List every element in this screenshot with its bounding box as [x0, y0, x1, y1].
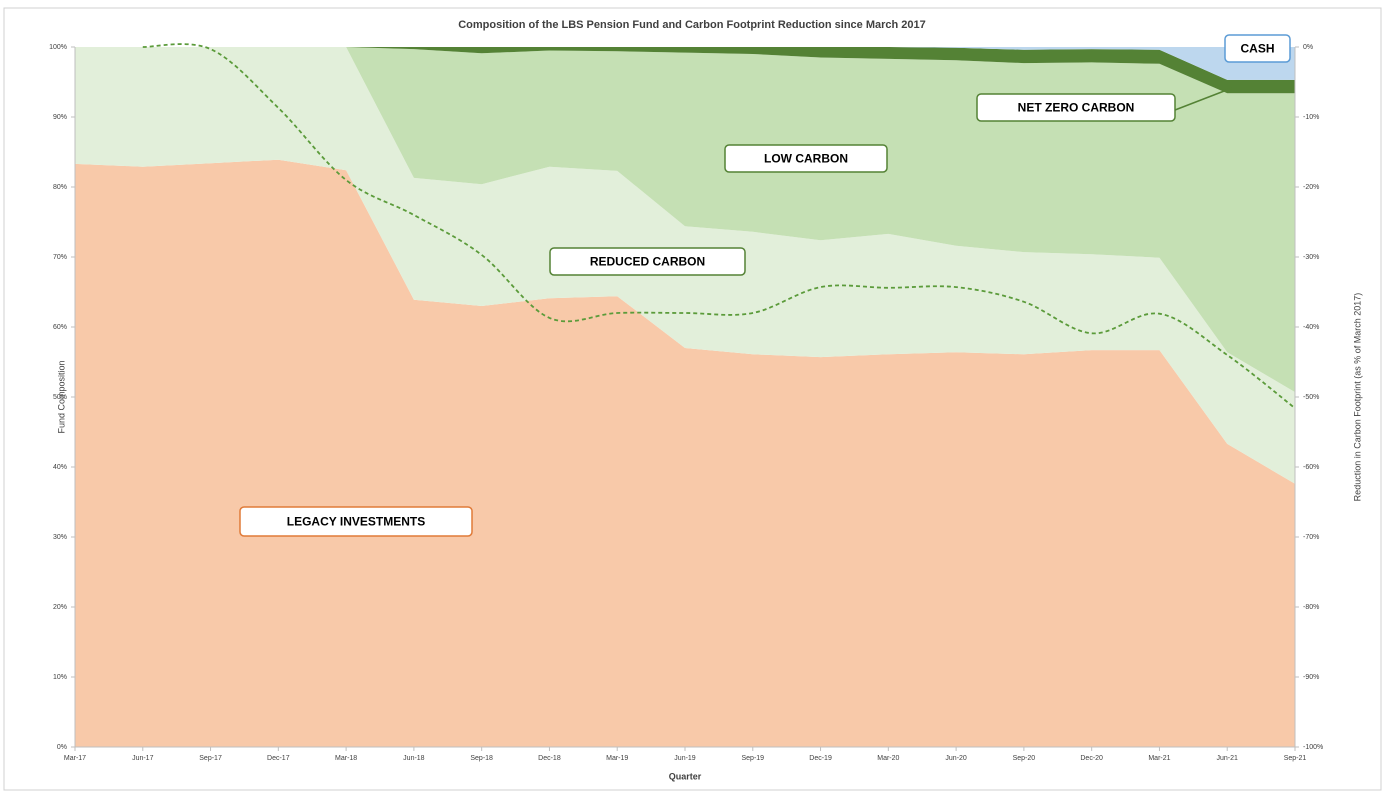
area-label: CASH: [1240, 42, 1274, 56]
label-box: [1224, 34, 1291, 63]
y2-tick-label: -90%: [1303, 674, 1319, 681]
y2-tick-label: -80%: [1303, 604, 1319, 611]
y-tick-label: 10%: [53, 674, 67, 681]
y-tick-label: 20%: [53, 604, 67, 611]
label-box: [239, 506, 473, 537]
y-tick-label: 50%: [53, 394, 67, 401]
x-tick-label: Jun-21: [1217, 755, 1239, 762]
y-tick-label: 0%: [57, 744, 67, 751]
label-box: [724, 144, 888, 173]
x-tick-label: Sep-19: [741, 755, 764, 762]
y2-tick-label: -40%: [1303, 324, 1319, 331]
x-tick-label: Sep-20: [1013, 755, 1036, 762]
connector: [1174, 87, 1233, 111]
y2-tick-label: -10%: [1303, 114, 1319, 121]
x-tick-label: Mar-17: [64, 755, 86, 762]
x-tick-label: Dec-19: [809, 755, 832, 762]
x-tick-label: Jun-19: [674, 755, 696, 762]
label-box: [549, 247, 746, 276]
y2-tick-label: -30%: [1303, 254, 1319, 261]
x-tick-label: Sep-18: [470, 755, 493, 762]
y2-tick-label: -50%: [1303, 394, 1319, 401]
y-axis-title: Fund Composition: [56, 360, 66, 433]
x-tick-label: Sep-17: [199, 755, 222, 762]
y-tick-label: 80%: [53, 184, 67, 191]
y-tick-label: 70%: [53, 254, 67, 261]
area-labels: LEGACY INVESTMENTS REDUCED CARBON LOW CARB…: [239, 34, 1291, 537]
x-tick-label: Jun-17: [132, 755, 154, 762]
x-tick-label: Jun-20: [945, 755, 967, 762]
area: [75, 47, 1295, 393]
x-tick-label: Dec-20: [1080, 755, 1103, 762]
areas: [75, 43, 1296, 747]
area-label: NET ZERO CARBON: [1018, 101, 1135, 115]
y-tick-label: 60%: [53, 324, 67, 331]
x-tick-label: Sep-21: [1284, 755, 1307, 762]
area-label: LEGACY INVESTMENTS: [287, 515, 425, 529]
y2-tick-label: 0%: [1303, 44, 1313, 51]
axes: 0% 10% 20% 30% 40% 50% 60% 70% 80% 90% 100% 0% -10% -…: [49, 44, 1323, 762]
y2-tick-label: -70%: [1303, 534, 1319, 541]
x-tick-label: Mar-18: [335, 755, 357, 762]
y2-tick-label: -20%: [1303, 184, 1319, 191]
x-tick-label: Mar-21: [1148, 755, 1170, 762]
area-label: REDUCED CARBON: [590, 255, 705, 269]
y-tick-label: 100%: [49, 44, 67, 51]
line: [142, 43, 1296, 409]
y2-axis-title: Reduction in Carbon Footprint (as % of M…: [1352, 293, 1362, 502]
x-tick-label: Mar-20: [877, 755, 899, 762]
y-tick-label: 30%: [53, 534, 67, 541]
y2-tick-label: -100%: [1303, 744, 1323, 751]
area: [75, 159, 1295, 747]
chart-title: Composition of the LBS Pension Fund and …: [458, 19, 926, 31]
y-tick-label: 90%: [53, 114, 67, 121]
x-tick-label: Dec-17: [267, 755, 290, 762]
x-tick-label: Mar-19: [606, 755, 628, 762]
x-tick-label: Jun-18: [403, 755, 425, 762]
label-box: [976, 93, 1176, 122]
area: [75, 47, 1295, 94]
x-axis-title: Quarter: [669, 771, 702, 781]
y2-tick-label: -60%: [1303, 464, 1319, 471]
area-label: LOW CARBON: [764, 152, 848, 166]
area: [75, 47, 1295, 80]
x-tick-label: Dec-18: [538, 755, 561, 762]
y-tick-label: 40%: [53, 464, 67, 471]
